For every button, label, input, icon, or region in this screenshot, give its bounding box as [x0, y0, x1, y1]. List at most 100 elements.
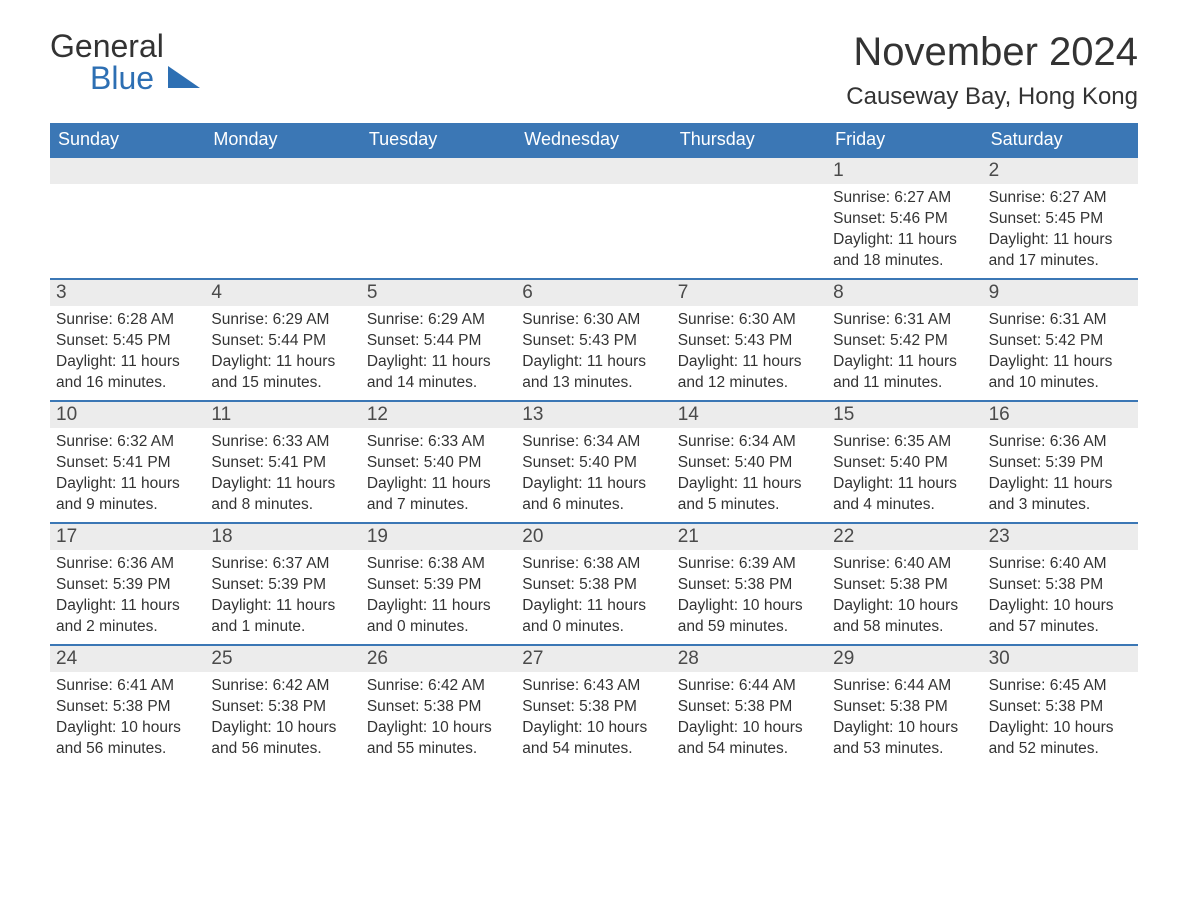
sunset-text: Sunset: 5:38 PM [367, 697, 510, 718]
week-row: 1Sunrise: 6:27 AMSunset: 5:46 PMDaylight… [50, 156, 1138, 278]
daylight1-text: Daylight: 10 hours [367, 718, 510, 739]
weekday-header: Sunday [50, 123, 205, 156]
daylight1-text: Daylight: 11 hours [367, 352, 510, 373]
sunrise-text: Sunrise: 6:45 AM [989, 676, 1132, 697]
daylight1-text: Daylight: 11 hours [678, 474, 821, 495]
day-cell [50, 158, 205, 278]
daylight1-text: Daylight: 11 hours [56, 474, 199, 495]
day-number: 2 [983, 158, 1138, 184]
sunrise-text: Sunrise: 6:33 AM [367, 432, 510, 453]
sunset-text: Sunset: 5:41 PM [56, 453, 199, 474]
daylight1-text: Daylight: 11 hours [833, 352, 976, 373]
weekday-header: Friday [827, 123, 982, 156]
daylight1-text: Daylight: 11 hours [833, 230, 976, 251]
daylight2-text: and 4 minutes. [833, 495, 976, 516]
day-cell: 8Sunrise: 6:31 AMSunset: 5:42 PMDaylight… [827, 280, 982, 400]
sunrise-text: Sunrise: 6:28 AM [56, 310, 199, 331]
day-content: Sunrise: 6:42 AMSunset: 5:38 PMDaylight:… [361, 672, 516, 764]
sunset-text: Sunset: 5:38 PM [833, 697, 976, 718]
sunrise-text: Sunrise: 6:27 AM [833, 188, 976, 209]
day-content: Sunrise: 6:29 AMSunset: 5:44 PMDaylight:… [361, 306, 516, 398]
day-content: Sunrise: 6:38 AMSunset: 5:39 PMDaylight:… [361, 550, 516, 642]
day-cell: 4Sunrise: 6:29 AMSunset: 5:44 PMDaylight… [205, 280, 360, 400]
daylight2-text: and 12 minutes. [678, 373, 821, 394]
day-number: 17 [50, 524, 205, 550]
day-cell: 3Sunrise: 6:28 AMSunset: 5:45 PMDaylight… [50, 280, 205, 400]
day-number: 25 [205, 646, 360, 672]
day-cell: 12Sunrise: 6:33 AMSunset: 5:40 PMDayligh… [361, 402, 516, 522]
day-number: 8 [827, 280, 982, 306]
day-number: 4 [205, 280, 360, 306]
day-cell: 6Sunrise: 6:30 AMSunset: 5:43 PMDaylight… [516, 280, 671, 400]
daylight2-text: and 18 minutes. [833, 251, 976, 272]
day-content: Sunrise: 6:33 AMSunset: 5:40 PMDaylight:… [361, 428, 516, 520]
sunset-text: Sunset: 5:38 PM [678, 697, 821, 718]
daylight2-text: and 11 minutes. [833, 373, 976, 394]
daylight1-text: Daylight: 11 hours [56, 596, 199, 617]
daylight2-text: and 52 minutes. [989, 739, 1132, 760]
daylight2-text: and 3 minutes. [989, 495, 1132, 516]
daylight2-text: and 59 minutes. [678, 617, 821, 638]
sunrise-text: Sunrise: 6:29 AM [367, 310, 510, 331]
day-content: Sunrise: 6:38 AMSunset: 5:38 PMDaylight:… [516, 550, 671, 642]
daylight2-text: and 5 minutes. [678, 495, 821, 516]
day-number: 18 [205, 524, 360, 550]
sunrise-text: Sunrise: 6:36 AM [989, 432, 1132, 453]
sunrise-text: Sunrise: 6:37 AM [211, 554, 354, 575]
sunrise-text: Sunrise: 6:42 AM [211, 676, 354, 697]
sunrise-text: Sunrise: 6:43 AM [522, 676, 665, 697]
day-content: Sunrise: 6:36 AMSunset: 5:39 PMDaylight:… [983, 428, 1138, 520]
sunset-text: Sunset: 5:46 PM [833, 209, 976, 230]
sunrise-text: Sunrise: 6:40 AM [833, 554, 976, 575]
sunset-text: Sunset: 5:43 PM [522, 331, 665, 352]
day-cell: 9Sunrise: 6:31 AMSunset: 5:42 PMDaylight… [983, 280, 1138, 400]
day-number: 30 [983, 646, 1138, 672]
sunrise-text: Sunrise: 6:36 AM [56, 554, 199, 575]
daylight2-text: and 16 minutes. [56, 373, 199, 394]
sunset-text: Sunset: 5:39 PM [56, 575, 199, 596]
weekday-header-row: SundayMondayTuesdayWednesdayThursdayFrid… [50, 123, 1138, 156]
weekday-header: Saturday [983, 123, 1138, 156]
sunset-text: Sunset: 5:40 PM [833, 453, 976, 474]
daylight2-text: and 6 minutes. [522, 495, 665, 516]
day-content: Sunrise: 6:44 AMSunset: 5:38 PMDaylight:… [672, 672, 827, 764]
location-label: Causeway Bay, Hong Kong [846, 83, 1138, 111]
sunset-text: Sunset: 5:38 PM [833, 575, 976, 596]
day-content: Sunrise: 6:29 AMSunset: 5:44 PMDaylight:… [205, 306, 360, 398]
day-number: 23 [983, 524, 1138, 550]
day-cell: 17 Sunrise: 6:36 AMSunset: 5:39 PMDayligh… [50, 524, 205, 644]
daylight2-text: and 0 minutes. [367, 617, 510, 638]
sunrise-text: Sunrise: 6:39 AM [678, 554, 821, 575]
daylight1-text: Daylight: 11 hours [367, 596, 510, 617]
sunrise-text: Sunrise: 6:30 AM [522, 310, 665, 331]
day-content: Sunrise: 6:34 AMSunset: 5:40 PMDaylight:… [672, 428, 827, 520]
sunset-text: Sunset: 5:38 PM [678, 575, 821, 596]
day-number [672, 158, 827, 184]
daylight2-text: and 54 minutes. [522, 739, 665, 760]
day-number [516, 158, 671, 184]
sunrise-text: Sunrise: 6:32 AM [56, 432, 199, 453]
daylight2-text: and 57 minutes. [989, 617, 1132, 638]
sunset-text: Sunset: 5:44 PM [211, 331, 354, 352]
daylight1-text: Daylight: 11 hours [522, 352, 665, 373]
daylight1-text: Daylight: 10 hours [56, 718, 199, 739]
daylight2-text: and 15 minutes. [211, 373, 354, 394]
day-number: 22 [827, 524, 982, 550]
day-content: Sunrise: 6:28 AMSunset: 5:45 PMDaylight:… [50, 306, 205, 398]
day-cell: 29Sunrise: 6:44 AMSunset: 5:38 PMDayligh… [827, 646, 982, 766]
day-content: Sunrise: 6:43 AMSunset: 5:38 PMDaylight:… [516, 672, 671, 764]
sunset-text: Sunset: 5:40 PM [522, 453, 665, 474]
sunrise-text: Sunrise: 6:44 AM [678, 676, 821, 697]
day-number [50, 158, 205, 184]
sunset-text: Sunset: 5:40 PM [367, 453, 510, 474]
day-number: 3 [50, 280, 205, 306]
sunrise-text: Sunrise: 6:34 AM [678, 432, 821, 453]
sunset-text: Sunset: 5:38 PM [522, 697, 665, 718]
daylight1-text: Daylight: 11 hours [678, 352, 821, 373]
daylight1-text: Daylight: 11 hours [989, 474, 1132, 495]
daylight2-text: and 10 minutes. [989, 373, 1132, 394]
day-cell: 24Sunrise: 6:41 AMSunset: 5:38 PMDayligh… [50, 646, 205, 766]
sunrise-text: Sunrise: 6:34 AM [522, 432, 665, 453]
sunrise-text: Sunrise: 6:31 AM [989, 310, 1132, 331]
daylight2-text: and 17 minutes. [989, 251, 1132, 272]
